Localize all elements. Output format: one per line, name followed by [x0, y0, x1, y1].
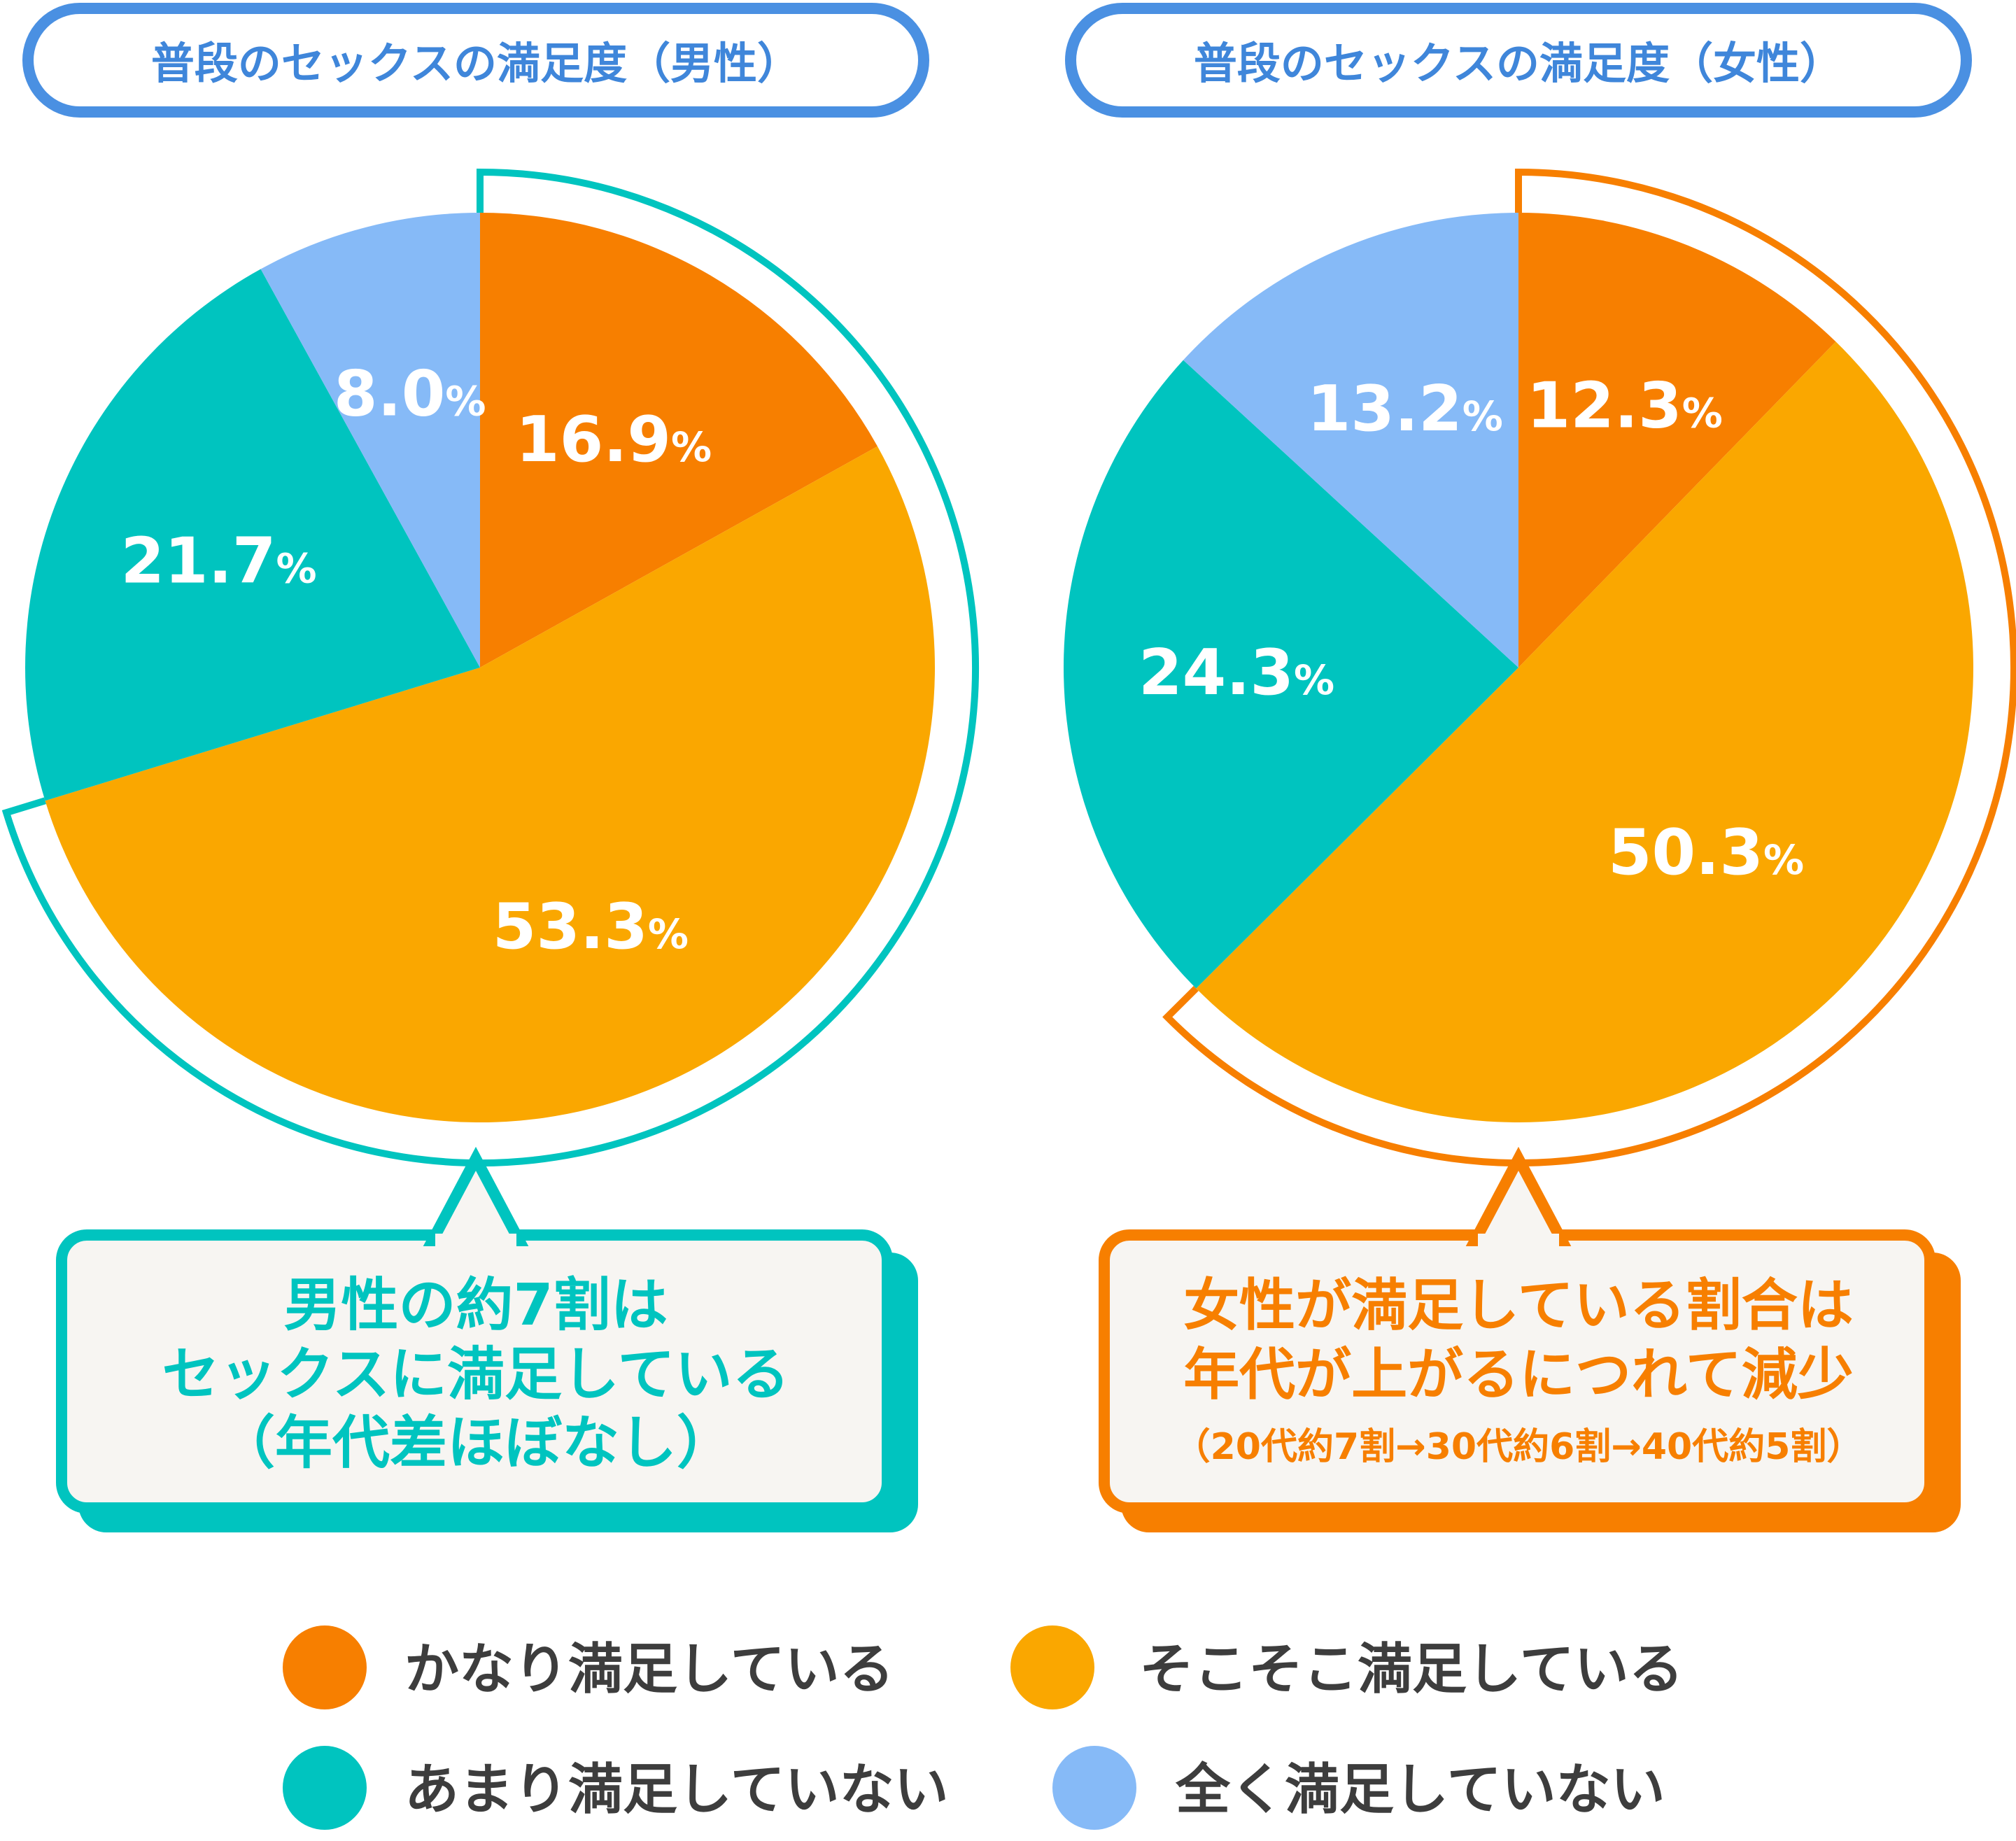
male-title-box [22, 3, 929, 118]
legend: かなり満足している そこそこ満足している あまり満足していない 全く満足していな… [283, 1625, 1684, 1830]
male-slice-0 [480, 213, 877, 668]
female-callout-line-3: （20代約7割→30代約6割→40代約5割） [1174, 1426, 1863, 1468]
legend-swatch-2 [283, 1746, 367, 1830]
male-chart-title: 普段のセックスの満足度（男性） [151, 38, 801, 89]
female-title-box [1065, 3, 1972, 118]
legend-swatch-1 [1010, 1625, 1094, 1709]
male-slice-label-2: 21.7% [120, 525, 316, 598]
female-pie-labels: 12.3% 50.3% 24.3% 13.2% [1139, 369, 1804, 889]
legend-label-1: そこそこ満足している [1139, 1638, 1684, 1701]
male-pie-labels: 16.9% 53.3% 21.7% 8.0% [120, 358, 712, 964]
male-slice-label-3: 8.0% [334, 358, 486, 431]
legend-label-3: 全く満足していない [1175, 1758, 1665, 1821]
male-callout: 男性の約7割は セックスに満足している （年代差ほぼなし） [56, 1146, 918, 1532]
female-slice-0 [1518, 213, 1836, 668]
male-callout-line-1: 男性の約7割は [283, 1272, 668, 1339]
female-callout-line-2: 年代が上がるにつれて減少 [1183, 1342, 1854, 1407]
female-callout-line-1: 女性が満足している割合は [1183, 1273, 1854, 1338]
female-slice-label-1: 50.3% [1608, 816, 1804, 889]
female-slice-label-3: 13.2% [1307, 372, 1503, 446]
legend-item-0: かなり満足している [283, 1625, 894, 1709]
legend-item-2: あまり満足していない [283, 1746, 949, 1830]
female-callout: 女性が満足している割合は 年代が上がるにつれて減少 （20代約7割→30代約6割… [1099, 1146, 1961, 1532]
female-slice-2 [1063, 360, 1518, 989]
female-pie [1063, 213, 1974, 1123]
legend-swatch-0 [283, 1625, 367, 1709]
legend-label-0: かなり満足している [404, 1638, 894, 1701]
legend-swatch-3 [1052, 1746, 1136, 1830]
male-highlight-bracket [1, 168, 979, 1166]
male-callout-line-2: セックスに満足している [162, 1341, 789, 1408]
male-callout-line-3: （年代差ほぼなし） [218, 1410, 734, 1476]
male-pie [25, 213, 936, 1123]
male-slice-3 [260, 213, 480, 668]
female-slice-label-0: 12.3% [1527, 369, 1723, 443]
male-chart: 普段のセックスの満足度（男性） 16.9% 53.3% 21.7% 8.0% 男性の約… [1, 3, 979, 1532]
legend-label-2: あまり満足していない [404, 1758, 949, 1821]
male-callout-pointer [423, 1146, 529, 1246]
female-highlight-bracket [1162, 168, 2016, 1166]
female-callout-pointer [1465, 1146, 1572, 1246]
male-slice-1 [45, 446, 936, 1123]
female-chart-title: 普段のセックスの満足度（女性） [1194, 38, 1843, 89]
male-slice-label-0: 16.9% [516, 403, 712, 477]
legend-item-3: 全く満足していない [1052, 1746, 1665, 1830]
male-slice-label-1: 53.3% [493, 890, 689, 964]
female-slice-1 [1196, 341, 1974, 1123]
female-chart: 普段のセックスの満足度（女性） 12.3% 50.3% 24.3% 13.2% 女性が… [1063, 3, 2016, 1532]
legend-item-1: そこそこ満足している [1010, 1625, 1684, 1709]
female-slice-3 [1183, 213, 1518, 668]
male-slice-2 [25, 269, 481, 801]
female-slice-label-2: 24.3% [1139, 636, 1334, 710]
